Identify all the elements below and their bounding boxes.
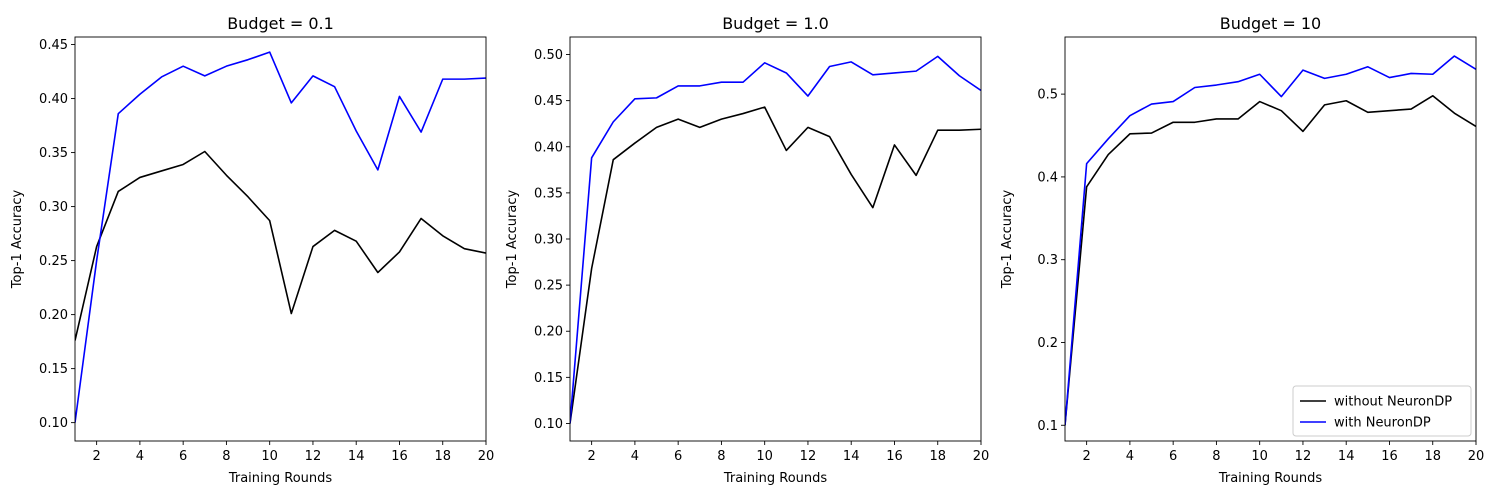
x-tick-label: 8	[1212, 449, 1220, 464]
y-tick-label: 0.20	[534, 325, 563, 340]
x-tick-label: 6	[1169, 449, 1177, 464]
series-group	[1065, 55, 1476, 426]
x-tick-label: 14	[1338, 449, 1355, 464]
x-tick-label: 10	[261, 449, 278, 464]
x-tick-label: 4	[631, 449, 639, 464]
y-tick-label: 0.35	[39, 146, 68, 161]
y-tick-label: 0.50	[534, 48, 563, 63]
y-axis-label: Top-1 Accuracy	[505, 190, 520, 290]
chart-title: Budget = 10	[1220, 14, 1321, 33]
x-tick-label: 8	[222, 449, 230, 464]
y-tick-label: 0.35	[534, 186, 563, 201]
series-line-without-neurondp	[75, 150, 486, 341]
y-tick-label: 0.45	[534, 94, 563, 109]
y-tick-label: 0.15	[39, 362, 68, 377]
x-tick-label: 10	[756, 449, 773, 464]
axes-frame	[1064, 36, 1477, 442]
y-tick-label: 0.10	[39, 416, 68, 431]
y-tick-label: 0.30	[39, 200, 68, 215]
x-axis-label: Training Rounds	[1218, 471, 1323, 486]
axes-frame	[74, 36, 487, 442]
y-tick-label: 0.5	[1037, 88, 1058, 103]
legend-entry: with NeuronDP	[1334, 416, 1431, 431]
subplot-1: Budget = 0.1 2 4 6 8 10 12 14 16 18 20 0.10 0.15 0.20…	[10, 14, 494, 486]
x-tick-label: 4	[136, 449, 144, 464]
x-tick-label: 18	[929, 449, 946, 464]
y-tick-label: 0.1	[1037, 419, 1058, 434]
series-group	[570, 55, 981, 424]
y-tick-label: 0.30	[534, 233, 563, 248]
x-tick-label: 6	[179, 449, 187, 464]
x-tick-label: 16	[1381, 449, 1398, 464]
x-tick-label: 20	[1468, 449, 1485, 464]
series-line-without-neurondp	[1065, 94, 1476, 426]
x-tick-label: 4	[1126, 449, 1134, 464]
x-tick-label: 2	[1082, 449, 1090, 464]
x-axis-label: Training Rounds	[228, 471, 333, 486]
subplot-3: Budget = 10 2 4 6 8 10 12 14 16 18 20 0.1 0.2 0.3 0.4 0…	[1000, 14, 1484, 486]
y-tick-label: 0.2	[1037, 336, 1058, 351]
legend-box	[1292, 385, 1472, 437]
x-tick-label: 20	[478, 449, 495, 464]
series-line-with-neurondp	[1065, 55, 1476, 426]
y-tick-label: 0.15	[534, 371, 563, 386]
y-tick-label: 0.10	[534, 417, 563, 432]
x-tick-label: 18	[1424, 449, 1441, 464]
y-tick-label: 0.25	[534, 279, 563, 294]
y-tick-label: 0.40	[39, 92, 68, 107]
x-tick-label: 12	[800, 449, 817, 464]
y-axis-label: Top-1 Accuracy	[1000, 190, 1015, 290]
y-tick-label: 0.20	[39, 308, 68, 323]
x-tick-label: 2	[587, 449, 595, 464]
y-tick-label: 0.3	[1037, 253, 1058, 268]
x-tick-label: 8	[717, 449, 725, 464]
x-tick-label: 10	[1251, 449, 1268, 464]
x-tick-label: 18	[434, 449, 451, 464]
y-tick-label: 0.45	[39, 38, 68, 53]
series-line-without-neurondp	[570, 106, 981, 424]
x-axis-label: Training Rounds	[723, 471, 828, 486]
chart-title: Budget = 0.1	[227, 14, 334, 33]
legend-entry: without NeuronDP	[1334, 395, 1452, 410]
y-tick-label: 0.4	[1037, 170, 1058, 185]
series-line-with-neurondp	[570, 55, 981, 424]
y-tick-label: 0.25	[39, 254, 68, 269]
y-axis-label: Top-1 Accuracy	[10, 190, 25, 290]
x-tick-label: 6	[674, 449, 682, 464]
axes-frame	[569, 36, 982, 442]
y-tick-label: 0.40	[534, 140, 563, 155]
x-tick-label: 2	[92, 449, 100, 464]
x-tick-label: 16	[886, 449, 903, 464]
series-group	[75, 51, 486, 423]
x-tick-label: 20	[973, 449, 990, 464]
x-tick-label: 14	[843, 449, 860, 464]
legend: without NeuronDP with NeuronDP	[1292, 385, 1472, 437]
series-line-with-neurondp	[75, 51, 486, 423]
chart-title: Budget = 1.0	[722, 14, 829, 33]
x-tick-label: 16	[391, 449, 408, 464]
x-tick-label: 14	[348, 449, 365, 464]
x-tick-label: 12	[1295, 449, 1312, 464]
subplot-2: Budget = 1.0 2 4 6 8 10 12 14 16 18 20 0.10 0.15 0.20…	[505, 14, 989, 486]
x-tick-label: 12	[305, 449, 322, 464]
